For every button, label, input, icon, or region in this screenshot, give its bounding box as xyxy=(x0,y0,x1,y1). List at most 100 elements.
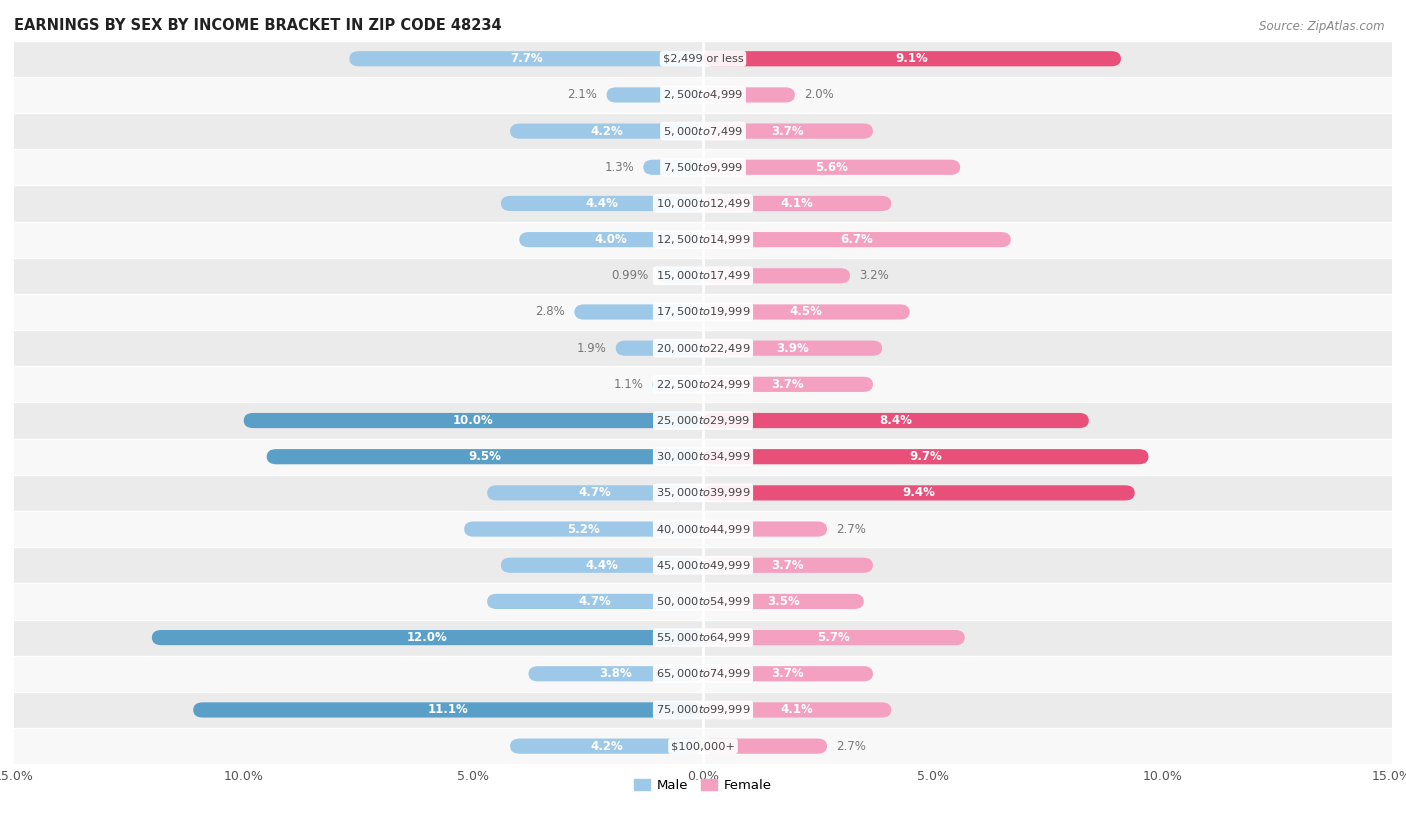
Text: 3.8%: 3.8% xyxy=(599,667,633,680)
Text: $40,000 to $44,999: $40,000 to $44,999 xyxy=(655,523,751,536)
FancyBboxPatch shape xyxy=(703,304,910,320)
Text: 8.4%: 8.4% xyxy=(880,414,912,427)
Text: 9.1%: 9.1% xyxy=(896,52,928,65)
FancyBboxPatch shape xyxy=(658,268,703,284)
FancyBboxPatch shape xyxy=(703,51,1121,67)
FancyBboxPatch shape xyxy=(703,558,873,573)
Text: $22,500 to $24,999: $22,500 to $24,999 xyxy=(655,378,751,391)
Text: 3.5%: 3.5% xyxy=(768,595,800,608)
Text: $2,499 or less: $2,499 or less xyxy=(662,54,744,63)
Bar xyxy=(14,655,1392,692)
Text: $55,000 to $64,999: $55,000 to $64,999 xyxy=(655,631,751,644)
FancyBboxPatch shape xyxy=(703,521,827,537)
Bar xyxy=(14,113,1392,150)
Text: $7,500 to $9,999: $7,500 to $9,999 xyxy=(664,161,742,174)
FancyBboxPatch shape xyxy=(510,738,703,754)
Bar xyxy=(14,475,1392,511)
Text: $35,000 to $39,999: $35,000 to $39,999 xyxy=(655,486,751,499)
FancyBboxPatch shape xyxy=(510,124,703,139)
FancyBboxPatch shape xyxy=(501,558,703,573)
Text: 3.9%: 3.9% xyxy=(776,341,808,354)
Text: 6.7%: 6.7% xyxy=(841,233,873,246)
Bar xyxy=(14,258,1392,294)
Text: $30,000 to $34,999: $30,000 to $34,999 xyxy=(655,450,751,463)
Text: $15,000 to $17,499: $15,000 to $17,499 xyxy=(655,269,751,282)
FancyBboxPatch shape xyxy=(703,738,827,754)
Text: 10.0%: 10.0% xyxy=(453,414,494,427)
FancyBboxPatch shape xyxy=(652,376,703,392)
FancyBboxPatch shape xyxy=(529,666,703,681)
Text: 4.1%: 4.1% xyxy=(780,197,814,210)
FancyBboxPatch shape xyxy=(193,702,703,718)
Bar xyxy=(14,330,1392,366)
FancyBboxPatch shape xyxy=(703,485,1135,501)
FancyBboxPatch shape xyxy=(703,87,794,102)
FancyBboxPatch shape xyxy=(464,521,703,537)
Text: 5.7%: 5.7% xyxy=(817,631,851,644)
Text: $45,000 to $49,999: $45,000 to $49,999 xyxy=(655,559,751,572)
Text: 4.2%: 4.2% xyxy=(591,124,623,137)
FancyBboxPatch shape xyxy=(501,196,703,211)
Text: $50,000 to $54,999: $50,000 to $54,999 xyxy=(655,595,751,608)
Text: 4.4%: 4.4% xyxy=(585,559,619,572)
FancyBboxPatch shape xyxy=(703,413,1088,428)
Text: 1.9%: 1.9% xyxy=(576,341,606,354)
FancyBboxPatch shape xyxy=(575,304,703,320)
Text: $10,000 to $12,499: $10,000 to $12,499 xyxy=(655,197,751,210)
Text: 4.5%: 4.5% xyxy=(790,306,823,319)
Text: 4.1%: 4.1% xyxy=(780,703,814,716)
Text: 2.7%: 2.7% xyxy=(837,740,866,753)
Text: 2.8%: 2.8% xyxy=(536,306,565,319)
Text: 11.1%: 11.1% xyxy=(427,703,468,716)
Text: $5,000 to $7,499: $5,000 to $7,499 xyxy=(664,124,742,137)
FancyBboxPatch shape xyxy=(486,485,703,501)
Text: 1.3%: 1.3% xyxy=(605,161,634,174)
Bar xyxy=(14,185,1392,221)
FancyBboxPatch shape xyxy=(519,232,703,247)
Text: 2.7%: 2.7% xyxy=(837,523,866,536)
FancyBboxPatch shape xyxy=(703,666,873,681)
Text: 5.2%: 5.2% xyxy=(567,523,600,536)
Text: 3.7%: 3.7% xyxy=(772,124,804,137)
Bar xyxy=(14,150,1392,185)
Text: 2.1%: 2.1% xyxy=(568,89,598,102)
Bar xyxy=(14,77,1392,113)
Text: $100,000+: $100,000+ xyxy=(671,741,735,751)
Text: 3.7%: 3.7% xyxy=(772,667,804,680)
FancyBboxPatch shape xyxy=(349,51,703,67)
FancyBboxPatch shape xyxy=(703,268,851,284)
Bar xyxy=(14,511,1392,547)
Bar xyxy=(14,584,1392,620)
Bar xyxy=(14,41,1392,77)
Bar xyxy=(14,547,1392,584)
Text: 12.0%: 12.0% xyxy=(408,631,447,644)
Text: EARNINGS BY SEX BY INCOME BRACKET IN ZIP CODE 48234: EARNINGS BY SEX BY INCOME BRACKET IN ZIP… xyxy=(14,18,502,33)
Text: 4.2%: 4.2% xyxy=(591,740,623,753)
FancyBboxPatch shape xyxy=(703,124,873,139)
Text: Source: ZipAtlas.com: Source: ZipAtlas.com xyxy=(1260,20,1385,33)
Text: 3.7%: 3.7% xyxy=(772,378,804,391)
Text: 0.99%: 0.99% xyxy=(612,269,648,282)
FancyBboxPatch shape xyxy=(152,630,703,646)
FancyBboxPatch shape xyxy=(703,702,891,718)
FancyBboxPatch shape xyxy=(486,593,703,609)
Bar xyxy=(14,222,1392,258)
FancyBboxPatch shape xyxy=(703,159,960,175)
Bar xyxy=(14,692,1392,728)
Text: 7.7%: 7.7% xyxy=(510,52,543,65)
Text: $75,000 to $99,999: $75,000 to $99,999 xyxy=(655,703,751,716)
FancyBboxPatch shape xyxy=(703,593,863,609)
Text: 3.7%: 3.7% xyxy=(772,559,804,572)
Bar xyxy=(14,366,1392,402)
Text: 4.0%: 4.0% xyxy=(595,233,627,246)
Text: 9.5%: 9.5% xyxy=(468,450,502,463)
Text: 9.7%: 9.7% xyxy=(910,450,942,463)
FancyBboxPatch shape xyxy=(703,196,891,211)
Text: 3.2%: 3.2% xyxy=(859,269,889,282)
Bar xyxy=(14,728,1392,764)
Text: 4.7%: 4.7% xyxy=(579,486,612,499)
Text: 9.4%: 9.4% xyxy=(903,486,935,499)
Bar xyxy=(14,439,1392,475)
FancyBboxPatch shape xyxy=(243,413,703,428)
FancyBboxPatch shape xyxy=(703,341,882,356)
